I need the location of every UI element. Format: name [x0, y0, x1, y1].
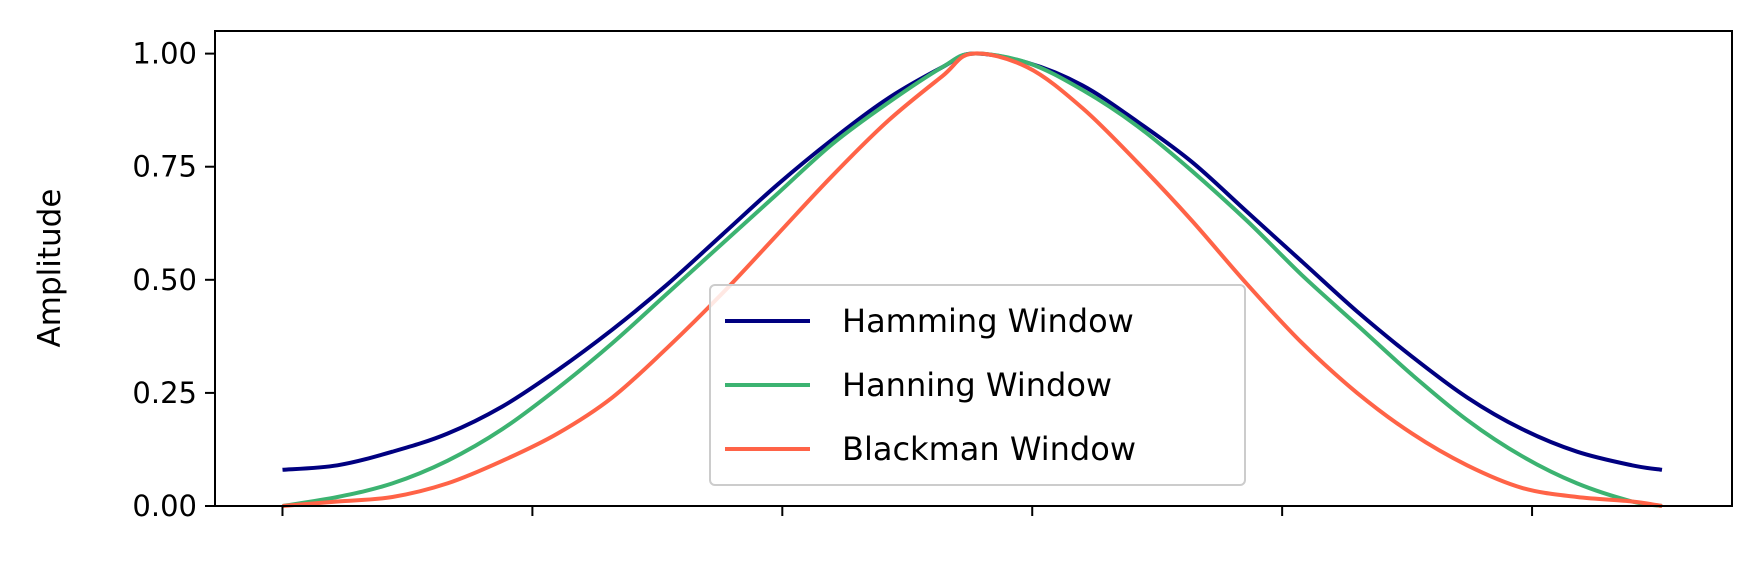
legend-label: Blackman Window [842, 430, 1136, 468]
plot-lines [282, 51, 1663, 508]
axis-ticks: 0.00 0.25 0.50 0.75 1.00 [132, 37, 1534, 523]
y-tick-label: 1.00 [132, 37, 197, 71]
y-tick-label: 0.50 [132, 263, 197, 297]
plot-frame [214, 30, 1733, 507]
series-line-blackman-window [282, 51, 1663, 508]
y-tick-label: 0.25 [132, 376, 197, 410]
legend: Hamming Window Hanning Window Blackman Win… [709, 284, 1246, 486]
y-tick-label: 0.75 [132, 150, 197, 184]
legend-label: Hamming Window [842, 302, 1134, 340]
y-axis-label: Amplitude [32, 189, 68, 348]
legend-label: Hanning Window [842, 366, 1112, 404]
legend-box [709, 284, 1246, 486]
y-tick-label: 0.00 [132, 489, 197, 523]
